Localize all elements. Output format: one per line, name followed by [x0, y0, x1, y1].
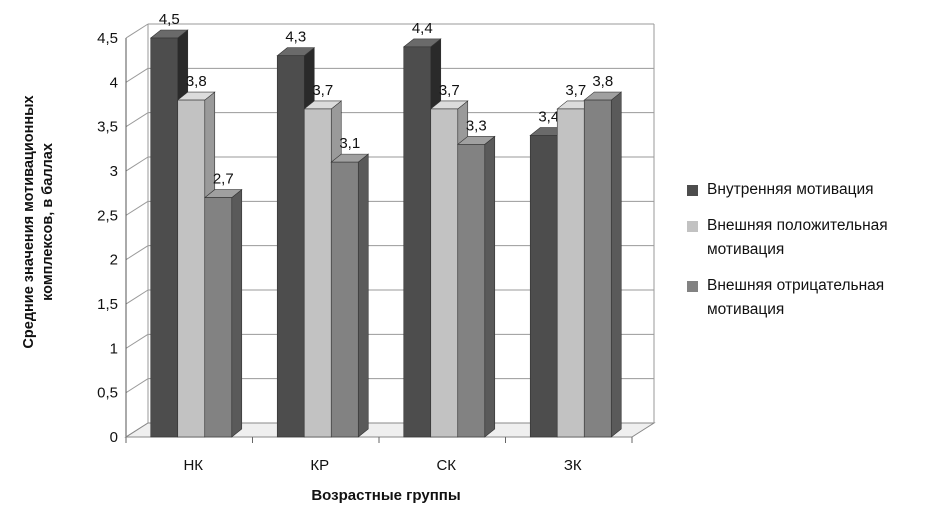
x-tick-label: НК — [183, 457, 203, 474]
y-tick-label: 3,5 — [97, 119, 118, 136]
y-tick-label: 4 — [110, 74, 118, 91]
y-tick-label: 3 — [110, 163, 118, 180]
grid-diagonal — [125, 333, 149, 349]
grid-diagonal — [125, 378, 149, 394]
data-label: 4,3 — [285, 29, 306, 46]
legend-swatch-internal — [687, 185, 698, 196]
grid-diagonal — [125, 245, 149, 261]
grid-diagonal — [125, 200, 149, 216]
y-tick-label: 2,5 — [97, 207, 118, 224]
legend-swatch-external-positive — [687, 221, 698, 232]
bar — [330, 161, 359, 438]
data-label: 3,7 — [439, 82, 460, 99]
bar — [529, 135, 558, 438]
data-label: 2,7 — [213, 171, 234, 188]
bar — [150, 37, 179, 438]
x-tick-label: КР — [310, 457, 329, 474]
bar-side — [484, 135, 496, 438]
y-tick-label: 1 — [110, 340, 118, 357]
grid-diagonal — [125, 112, 149, 128]
bar — [430, 108, 459, 438]
y-tick-label: 0,5 — [97, 385, 118, 402]
legend-label-external-positive: Внешняя положительная мотивация — [707, 217, 888, 258]
x-tick-label: ЗК — [564, 457, 582, 474]
legend-item-external-positive: Внешняя положительная мотивация — [683, 214, 945, 262]
x-tick-label: СК — [436, 457, 456, 474]
legend-item-external-negative: Внешняя отрицательная мотивация — [683, 274, 945, 322]
data-label: 3,1 — [339, 135, 360, 152]
bar — [556, 108, 585, 438]
data-label: 4,4 — [412, 20, 433, 37]
legend-label-external-negative: Внешняя отрицательная мотивация — [707, 277, 885, 318]
data-label: 3,4 — [538, 109, 559, 126]
grid-diagonal — [125, 23, 149, 39]
legend-item-internal: Внутренняя мотивация — [683, 178, 945, 202]
bar-side — [231, 188, 243, 438]
bar — [303, 108, 332, 438]
data-label: 3,8 — [592, 73, 613, 90]
chart-legend: Внутренняя мотивация Внешняя положительн… — [683, 178, 945, 334]
grid-diagonal — [125, 156, 149, 172]
bar — [583, 99, 612, 438]
grid-diagonal — [125, 67, 149, 83]
bar-side — [357, 153, 369, 438]
y-tick-label: 0 — [110, 429, 118, 446]
data-label: 3,3 — [466, 117, 487, 134]
grid-diagonal — [125, 289, 149, 305]
bar — [457, 144, 486, 438]
y-tick-label: 4,5 — [97, 30, 118, 47]
y-axis-title: Средние значения мотивационных комплексо… — [21, 95, 56, 349]
data-label: 3,7 — [312, 82, 333, 99]
legend-swatch-external-negative — [687, 281, 698, 292]
y-tick-label: 1,5 — [97, 296, 118, 313]
bar — [403, 46, 432, 438]
legend-label-internal: Внутренняя мотивация — [707, 181, 874, 198]
bar-side — [610, 91, 622, 438]
data-label: 3,7 — [565, 82, 586, 99]
y-tick-label: 2 — [110, 252, 118, 269]
data-label: 3,8 — [186, 73, 207, 90]
bar — [276, 55, 305, 438]
bar — [177, 99, 206, 438]
data-label: 4,5 — [159, 11, 180, 28]
x-axis-title: Возрастные группы — [311, 487, 461, 504]
bar — [204, 197, 233, 438]
